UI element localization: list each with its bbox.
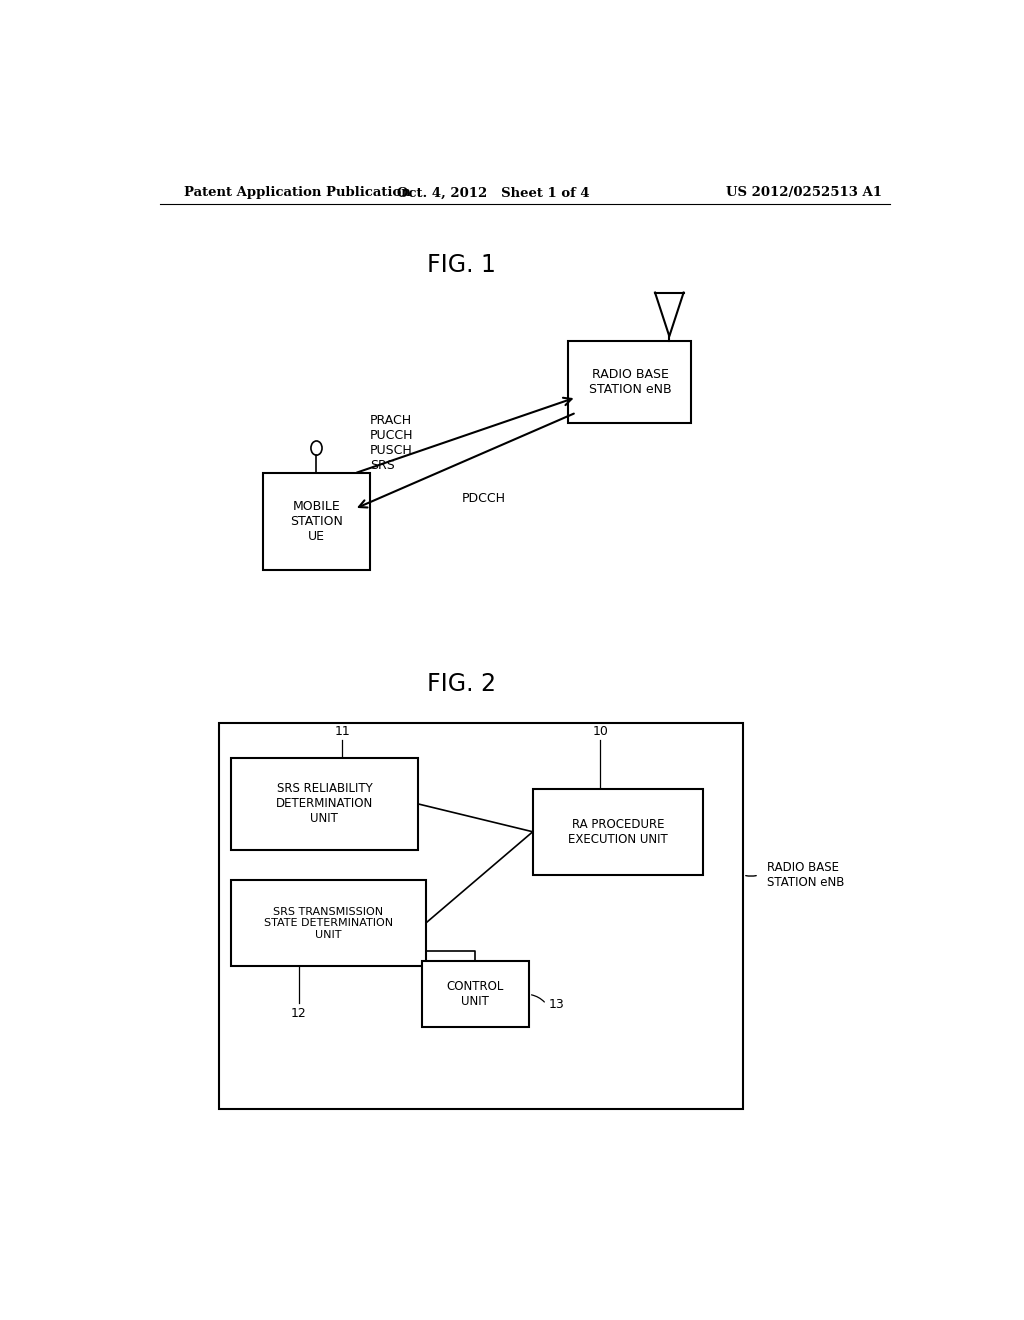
Text: FIG. 1: FIG. 1	[427, 253, 496, 277]
Text: FIG. 2: FIG. 2	[427, 672, 496, 696]
Text: RADIO BASE
STATION eNB: RADIO BASE STATION eNB	[767, 861, 844, 888]
FancyBboxPatch shape	[231, 880, 426, 966]
Text: SRS TRANSMISSION
STATE DETERMINATION
UNIT: SRS TRANSMISSION STATE DETERMINATION UNI…	[264, 907, 393, 940]
Text: PRACH
PUCCH
PUSCH
SRS: PRACH PUCCH PUSCH SRS	[370, 414, 414, 473]
Text: SRS RELIABILITY
DETERMINATION
UNIT: SRS RELIABILITY DETERMINATION UNIT	[275, 783, 373, 825]
Text: MOBILE
STATION
UE: MOBILE STATION UE	[290, 500, 343, 544]
Text: 13: 13	[549, 998, 564, 1011]
Text: US 2012/0252513 A1: US 2012/0252513 A1	[726, 186, 882, 199]
FancyBboxPatch shape	[568, 342, 691, 422]
FancyBboxPatch shape	[263, 474, 370, 570]
Text: CONTROL
UNIT: CONTROL UNIT	[446, 981, 504, 1008]
FancyBboxPatch shape	[422, 961, 528, 1027]
Text: 11: 11	[335, 725, 350, 738]
Text: 10: 10	[592, 725, 608, 738]
FancyBboxPatch shape	[219, 722, 743, 1109]
FancyBboxPatch shape	[231, 758, 418, 850]
Text: RA PROCEDURE
EXECUTION UNIT: RA PROCEDURE EXECUTION UNIT	[568, 818, 668, 846]
Text: PDCCH: PDCCH	[461, 492, 505, 506]
FancyBboxPatch shape	[532, 788, 703, 875]
Text: Oct. 4, 2012   Sheet 1 of 4: Oct. 4, 2012 Sheet 1 of 4	[396, 186, 590, 199]
Text: 12: 12	[291, 1007, 306, 1020]
Text: Patent Application Publication: Patent Application Publication	[183, 186, 411, 199]
Text: RADIO BASE
STATION eNB: RADIO BASE STATION eNB	[589, 368, 672, 396]
